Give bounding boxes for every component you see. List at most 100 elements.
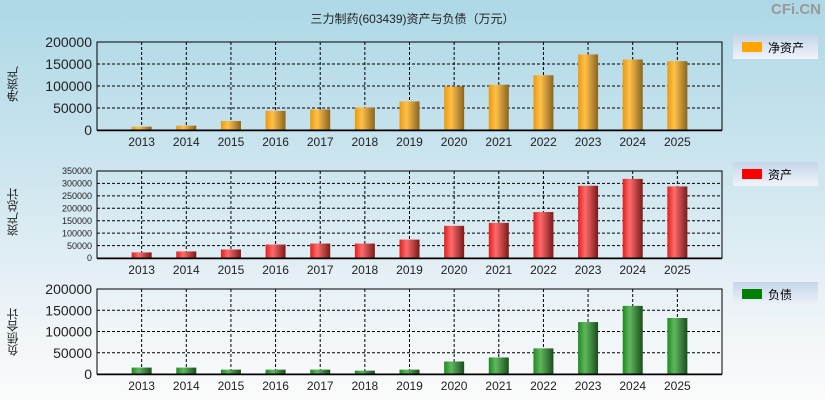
bar-2022 — [533, 212, 554, 258]
bar-2013 — [131, 252, 152, 258]
x-tick-label: 2025 — [664, 263, 691, 277]
bar-2020 — [444, 361, 465, 374]
legend-swatch — [742, 42, 762, 52]
bar-2022 — [533, 75, 554, 130]
x-tick-label: 2017 — [307, 379, 334, 393]
x-tick-label: 2022 — [530, 379, 557, 393]
y-tick-label: 250000 — [62, 191, 92, 201]
bar-2016 — [265, 369, 286, 374]
y-tick-label: 150000 — [45, 56, 92, 72]
x-tick-label: 2019 — [396, 263, 423, 277]
bar-2024 — [622, 59, 643, 130]
y-tick-label: 0 — [84, 122, 92, 138]
bar-2015 — [220, 369, 241, 374]
bar-2025 — [667, 318, 688, 374]
x-tick-label: 2018 — [352, 263, 379, 277]
x-tick-label: 2018 — [352, 379, 379, 393]
bar-2013 — [131, 367, 152, 374]
x-tick-label: 2013 — [128, 263, 155, 277]
legend-net-assets: 净资产 — [733, 35, 818, 59]
x-tick-label: 2020 — [441, 263, 468, 277]
x-tick-label: 2013 — [128, 135, 155, 149]
legend-label: 负债 — [768, 287, 793, 302]
x-tick-label: 2014 — [173, 263, 200, 277]
x-tick-label: 2024 — [619, 379, 646, 393]
x-tick-label: 2017 — [307, 263, 334, 277]
bar-2014 — [176, 367, 197, 374]
bar-2021 — [488, 84, 509, 130]
y-axis-label-assets: 资产总计 — [6, 188, 20, 236]
y-tick-label: 50000 — [67, 241, 92, 251]
y-tick-label: 0 — [84, 366, 92, 382]
x-tick-label: 2015 — [218, 263, 245, 277]
brand-logo: CFi.CN — [771, 1, 821, 18]
bar-2017 — [310, 243, 331, 258]
x-tick-label: 2020 — [441, 135, 468, 149]
bar-2019 — [399, 239, 420, 258]
bar-2019 — [399, 101, 420, 130]
bar-2020 — [444, 225, 465, 258]
bar-2017 — [310, 109, 331, 130]
x-tick-label: 2025 — [664, 379, 691, 393]
x-tick-label: 2018 — [352, 135, 379, 149]
y-tick-label: 200000 — [45, 281, 92, 297]
legend-swatch — [742, 289, 762, 299]
x-tick-label: 2013 — [128, 379, 155, 393]
bar-2014 — [176, 125, 197, 130]
x-tick-label: 2025 — [664, 135, 691, 149]
bar-2025 — [667, 61, 688, 130]
bar-2016 — [265, 244, 286, 258]
bar-2019 — [399, 369, 420, 374]
legend-label: 资产 — [768, 167, 793, 182]
bar-2023 — [578, 54, 599, 130]
bar-2016 — [265, 110, 286, 130]
y-tick-label: 150000 — [62, 216, 92, 226]
legend-label: 净资产 — [768, 40, 805, 55]
y-axis-label-net-assets: 净资产 — [6, 66, 20, 102]
bar-2024 — [622, 178, 643, 258]
chart-title: 三力制药(603439)资产与负债（万元） — [310, 12, 515, 26]
y-tick-label: 0 — [87, 253, 92, 263]
y-tick-label: 200000 — [62, 204, 92, 214]
bar-2015 — [220, 120, 241, 130]
y-tick-label: 50000 — [53, 345, 92, 361]
y-tick-label: 150000 — [45, 302, 92, 318]
y-tick-label: 100000 — [62, 228, 92, 238]
x-tick-label: 2020 — [441, 379, 468, 393]
y-tick-label: 200000 — [45, 34, 92, 50]
x-tick-label: 2015 — [218, 379, 245, 393]
bar-2022 — [533, 348, 554, 374]
bar-2017 — [310, 369, 331, 374]
y-tick-label: 350000 — [62, 166, 92, 176]
x-tick-label: 2023 — [575, 135, 602, 149]
bar-2014 — [176, 251, 197, 258]
x-tick-label: 2019 — [396, 135, 423, 149]
y-tick-label: 100000 — [45, 324, 92, 340]
bar-2018 — [354, 370, 375, 374]
y-tick-label: 100000 — [45, 78, 92, 94]
bar-2023 — [578, 322, 599, 374]
x-tick-label: 2023 — [575, 379, 602, 393]
bar-2021 — [488, 222, 509, 258]
x-tick-label: 2019 — [396, 379, 423, 393]
bar-2018 — [354, 243, 375, 258]
bar-2024 — [622, 305, 643, 374]
y-tick-label: 50000 — [53, 100, 92, 116]
x-tick-label: 2021 — [485, 263, 512, 277]
x-tick-label: 2023 — [575, 263, 602, 277]
x-tick-label: 2021 — [485, 379, 512, 393]
bar-2020 — [444, 86, 465, 130]
legend-liabilities: 负债 — [733, 282, 818, 306]
legend-swatch — [742, 169, 762, 179]
x-tick-label: 2021 — [485, 135, 512, 149]
y-tick-label: 300000 — [62, 179, 92, 189]
x-tick-label: 2016 — [262, 263, 289, 277]
x-tick-label: 2014 — [173, 135, 200, 149]
bar-2023 — [578, 185, 599, 258]
x-tick-label: 2022 — [530, 263, 557, 277]
bar-2015 — [220, 249, 241, 258]
x-tick-label: 2014 — [173, 379, 200, 393]
bar-2018 — [354, 107, 375, 130]
x-tick-label: 2017 — [307, 135, 334, 149]
x-tick-label: 2022 — [530, 135, 557, 149]
